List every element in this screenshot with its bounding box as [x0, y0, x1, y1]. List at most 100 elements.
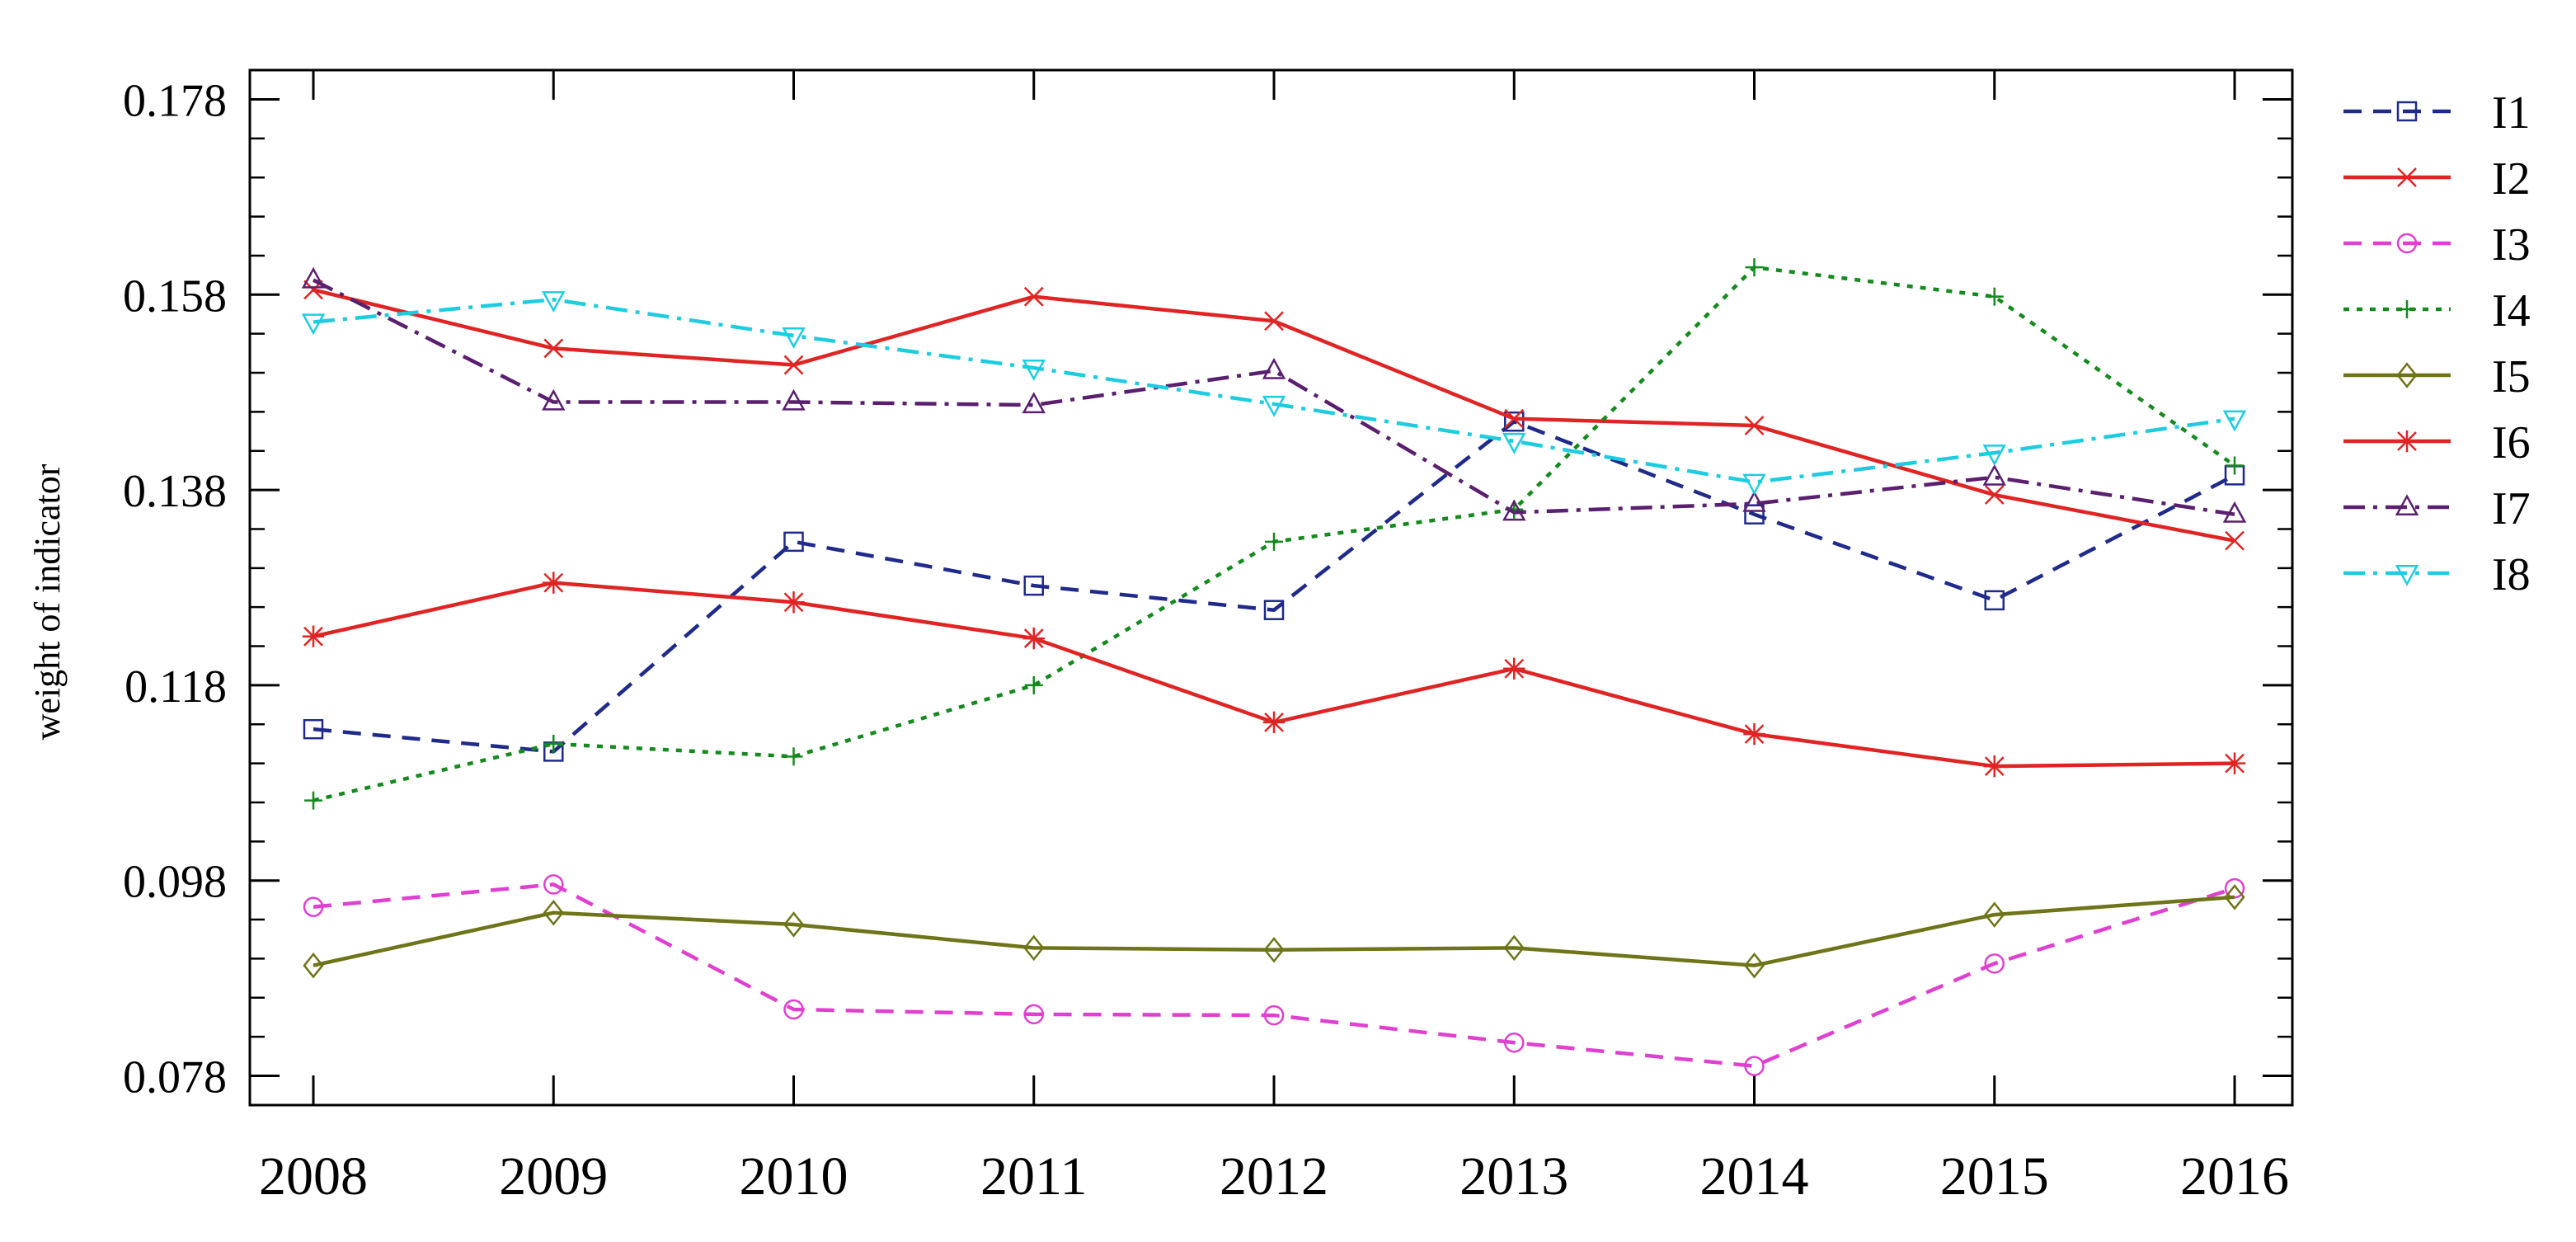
marker-triangle-down	[1502, 432, 1526, 454]
marker-x	[1984, 485, 2005, 505]
legend-label: I7	[2492, 483, 2531, 534]
marker-diamond	[1263, 936, 1285, 963]
marker-plus	[2226, 456, 2244, 475]
marker-circle	[303, 896, 324, 917]
y-axis: 0.078 0.098 0.118 0.138 0.158 0.178	[123, 76, 2292, 1103]
series-I6	[302, 572, 2246, 778]
marker-diamond	[783, 911, 805, 938]
y-axis-label: weight of indicator	[27, 463, 68, 740]
marker-square	[1023, 575, 1044, 596]
marker-circle	[1984, 953, 2005, 974]
legend-entry-I5: I5	[2343, 351, 2531, 402]
marker-triangle-up	[2222, 501, 2247, 523]
marker-plus	[2398, 300, 2416, 318]
legend-label: I2	[2492, 153, 2531, 205]
marker-triangle-up	[1742, 490, 1766, 512]
x-tick-label: 2015	[1940, 1146, 2049, 1207]
x-tick-label: 2008	[259, 1146, 368, 1207]
marker-plus	[1985, 287, 2004, 306]
marker-plus	[784, 747, 803, 766]
marker-circle	[1263, 1004, 1285, 1026]
series-layer	[301, 258, 2247, 1076]
series-I7	[301, 266, 2247, 523]
legend-entry-I3: I3	[2343, 219, 2531, 271]
y-tick-label: 0.158	[123, 271, 227, 322]
marker-triangle-up	[1982, 463, 2006, 486]
marker-circle	[1744, 1056, 1765, 1076]
legend-label: I4	[2492, 285, 2531, 336]
marker-triangle-down	[782, 327, 806, 349]
marker-star	[1262, 711, 1286, 734]
marker-diamond	[1023, 934, 1045, 962]
marker-x	[543, 338, 564, 359]
legend-label: I3	[2492, 219, 2531, 271]
series-I4	[304, 258, 2244, 810]
legend-entry-I8: I8	[2343, 549, 2531, 600]
marker-diamond	[2396, 362, 2418, 388]
marker-triangle-up	[1262, 357, 1286, 379]
series-line-I5	[313, 895, 2235, 967]
marker-diamond	[1503, 934, 1525, 962]
marker-triangle-up	[301, 266, 326, 289]
series-line-I7	[312, 278, 2235, 516]
marker-star	[2223, 752, 2246, 774]
marker-star	[1022, 627, 1045, 650]
y-tick-label: 0.098	[123, 857, 227, 908]
marker-plus	[304, 791, 322, 810]
marker-diamond	[1984, 901, 2005, 928]
x-axis: 2008 2009 2010 2011 2012 2013 2014 2015 2016	[259, 70, 2289, 1207]
y-tick-label: 0.138	[123, 466, 227, 517]
marker-diamond	[2224, 884, 2245, 910]
marker-x	[783, 355, 804, 375]
marker-plus	[1265, 532, 1283, 551]
marker-triangle-down	[2222, 410, 2247, 432]
legend-entry-I7: I7	[2343, 483, 2531, 534]
marker-diamond	[303, 952, 324, 979]
x-tick-label: 2013	[1460, 1146, 1568, 1207]
series-line-I1	[313, 419, 2236, 754]
series-I3	[303, 874, 2245, 1076]
marker-diamond	[1743, 952, 1765, 979]
legend: I1 I2 I3 I4 I5 I6 I7 I8	[2343, 87, 2531, 600]
legend-entry-I1: I1	[2343, 87, 2531, 139]
marker-circle	[1504, 1032, 1525, 1053]
marker-triangle-down	[542, 291, 566, 313]
marker-square	[2396, 101, 2418, 122]
legend-entry-I4: I4	[2343, 285, 2531, 336]
marker-x	[2397, 167, 2417, 187]
marker-square	[1263, 600, 1285, 620]
marker-x	[2225, 530, 2245, 551]
legend-entry-I2: I2	[2343, 153, 2531, 205]
marker-x	[1264, 311, 1284, 332]
marker-triangle-up	[1022, 392, 1046, 414]
marker-triangle-down	[2395, 564, 2419, 586]
marker-triangle-up	[1502, 499, 1526, 521]
marker-star	[302, 625, 325, 647]
marker-square	[303, 718, 324, 740]
marker-star	[1743, 722, 1765, 746]
marker-circle	[2396, 233, 2418, 254]
x-tick-label: 2009	[499, 1146, 608, 1207]
marker-triangle-down	[301, 313, 326, 336]
y-tick-label: 0.118	[125, 661, 227, 713]
legend-label: I5	[2492, 351, 2531, 402]
marker-square	[1744, 504, 1765, 525]
marker-x	[1744, 416, 1765, 435]
marker-x	[1504, 408, 1525, 429]
marker-triangle-down	[1262, 395, 1286, 417]
marker-triangle-down	[1022, 360, 1046, 381]
marker-plus	[544, 734, 563, 753]
marker-star	[1983, 755, 2005, 778]
marker-circle	[783, 999, 804, 1020]
marker-star	[783, 591, 805, 614]
marker-star	[1503, 657, 1525, 680]
marker-triangle-down	[1742, 473, 1766, 496]
marker-triangle-down	[1982, 445, 2006, 466]
x-tick-label: 2011	[980, 1146, 1088, 1207]
marker-plus	[1745, 258, 1764, 277]
marker-circle	[543, 874, 564, 895]
marker-circle	[1023, 1004, 1044, 1025]
plot-frame	[248, 68, 2294, 1107]
legend-label: I6	[2492, 417, 2531, 468]
